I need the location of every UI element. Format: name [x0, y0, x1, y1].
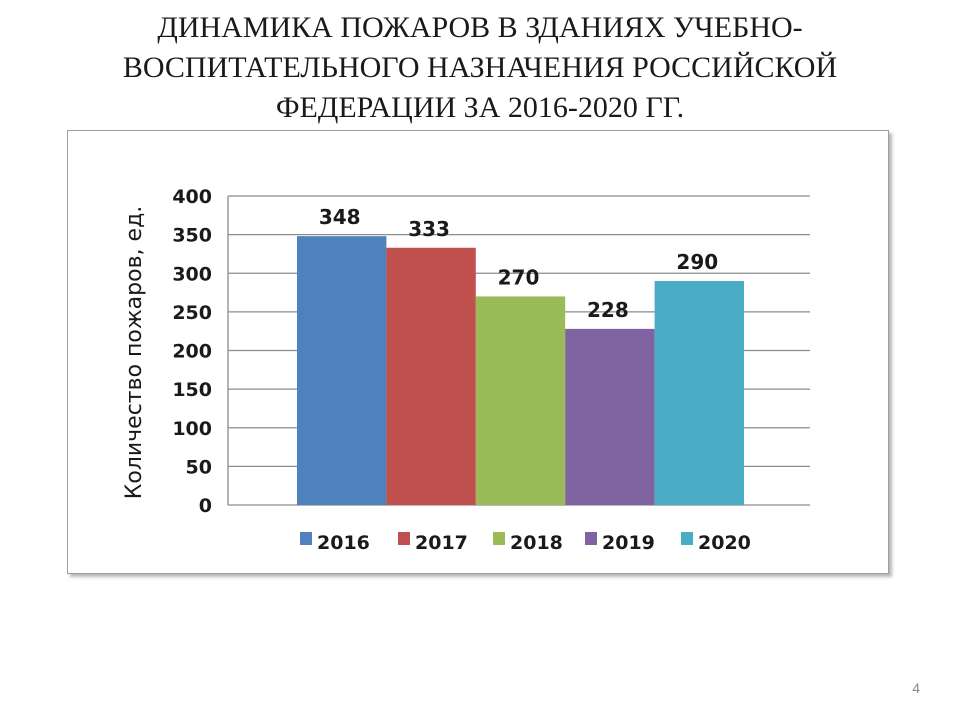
data-label-2020: 290: [676, 250, 718, 274]
data-label-2017: 333: [408, 217, 450, 241]
legend-swatch-2019: [585, 532, 597, 545]
slide-title-line-3: ФЕДЕРАЦИИ ЗА 2016-2020 ГГ.: [275, 91, 685, 124]
legend-label-2019: 2019: [602, 532, 655, 554]
page-number: 4: [912, 680, 920, 696]
y-tick-label: 50: [186, 456, 212, 478]
y-tick-label: 250: [172, 302, 212, 324]
y-tick-label: 400: [172, 186, 212, 208]
bar-2020: [654, 280, 744, 505]
y-tick-label: 100: [172, 418, 212, 440]
bar-2018: [475, 296, 566, 505]
y-tick-label: 0: [199, 495, 212, 517]
slide-title-line-1: ДИНАМИКА ПОЖАРОВ В ЗДАНИЯХ УЧЕБНО-: [157, 11, 803, 44]
y-tick-label: 300: [172, 263, 212, 285]
bar-2019: [565, 328, 655, 505]
slide-title: ДИНАМИКА ПОЖАРОВ В ЗДАНИЯХ УЧЕБНО- ВОСПИ…: [40, 8, 920, 128]
slide-title-line-2: ВОСПИТАТЕЛЬНОГО НАЗНАЧЕНИЯ РОССИЙСКОЙ: [122, 51, 838, 84]
bar-2016: [297, 236, 387, 506]
legend-swatch-2018: [493, 532, 505, 545]
legend-swatch-2017: [398, 532, 410, 545]
legend-swatch-2020: [681, 532, 693, 545]
legend-label-2020: 2020: [698, 532, 751, 554]
bar-2017: [386, 247, 476, 505]
chart-frame: 0 50 100 150 200 250 300 350 400 Количество пожар…: [67, 130, 889, 574]
legend-label-2018: 2018: [510, 532, 563, 554]
y-tick-label: 350: [172, 225, 212, 247]
bar-chart: 0 50 100 150 200 250 300 350 400 Количество пожар…: [122, 186, 810, 554]
data-label-2018: 270: [498, 265, 540, 289]
data-label-2019: 228: [587, 298, 629, 322]
legend-label-2017: 2017: [415, 532, 468, 554]
legend-swatch-2016: [300, 532, 312, 545]
y-axis-label: Количество пожаров, ед.: [122, 206, 147, 500]
legend-label-2016: 2016: [317, 532, 370, 554]
y-tick-label: 150: [172, 379, 212, 401]
y-tick-label: 200: [172, 341, 212, 363]
data-label-2016: 348: [319, 205, 361, 229]
